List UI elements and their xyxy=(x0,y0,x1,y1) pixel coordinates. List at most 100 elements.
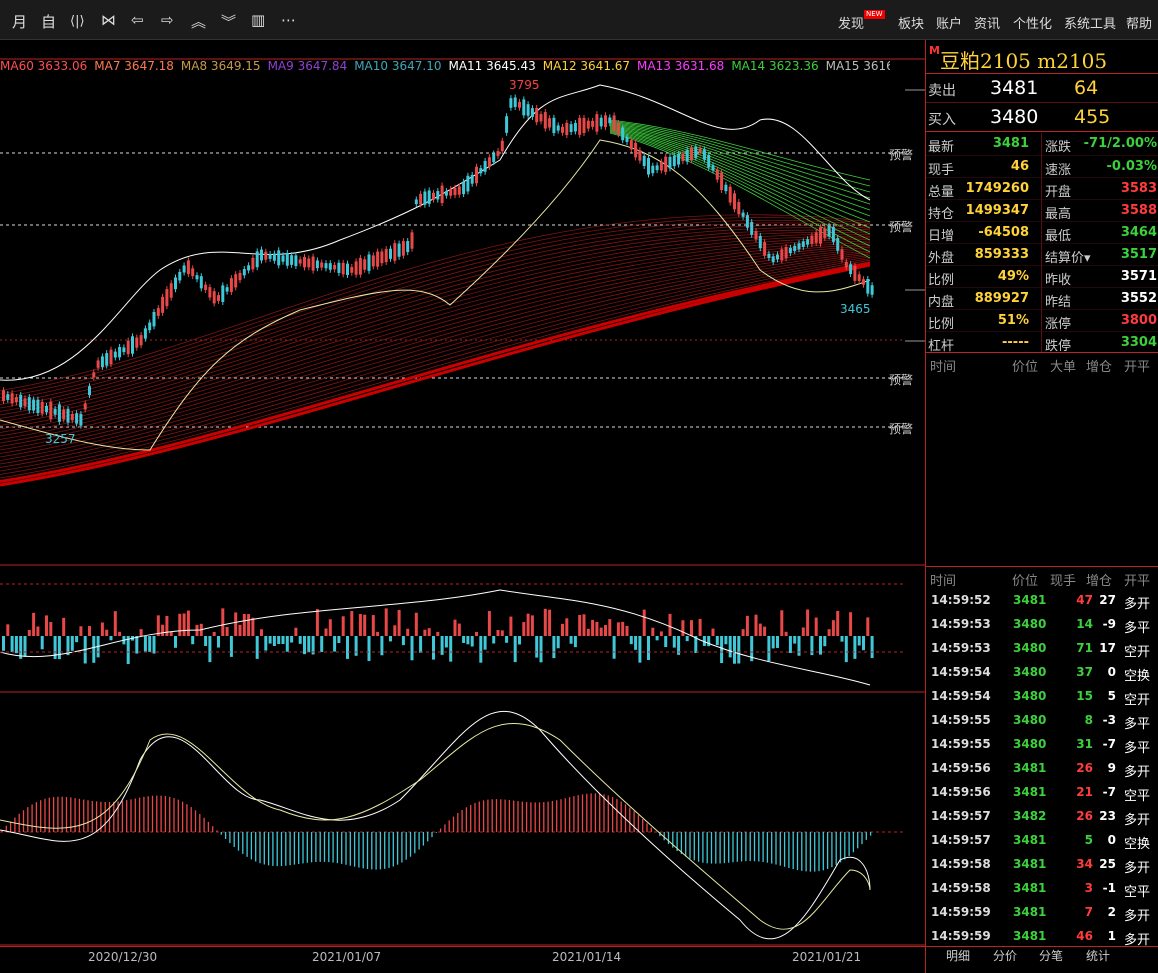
menu-help[interactable]: 帮助 xyxy=(1126,17,1153,32)
tab-trades[interactable]: 分笔 xyxy=(1039,949,1064,963)
stat-value: 49% xyxy=(997,269,1029,284)
tick-row[interactable]: 14:59:53 3480 14 -9 多平 xyxy=(926,612,1158,636)
candle xyxy=(393,243,397,261)
tick-row[interactable]: 14:59:55 3480 8 -3 多平 xyxy=(926,708,1158,732)
tick-row[interactable]: 14:59:59 3481 46 1 多开 xyxy=(926,924,1158,948)
warning-label[interactable]: 预警 xyxy=(889,422,914,436)
contract-title[interactable]: M 豆粕2105 m2105 xyxy=(926,40,1158,74)
volume-bar xyxy=(169,631,173,636)
stat-value: 3481 xyxy=(992,136,1029,151)
candle xyxy=(681,153,685,162)
volume-bar xyxy=(526,613,530,636)
menu-discover[interactable]: 发现 NEW xyxy=(838,10,885,32)
tick-row[interactable]: 14:59:54 3480 15 5 空开 xyxy=(926,684,1158,708)
tab-price[interactable]: 分价 xyxy=(993,949,1018,963)
ticks-header: 时间 价位 现手 增仓 开平 xyxy=(926,566,1158,589)
tick-price: 3481 xyxy=(1013,857,1047,871)
candle xyxy=(242,269,246,276)
ma-legend-item: MA15 3616.90 xyxy=(825,59,890,73)
volume-bar xyxy=(462,636,466,643)
tick-price: 3480 xyxy=(1013,665,1047,679)
warning-label[interactable]: 预警 xyxy=(889,373,914,387)
menu-account[interactable]: 账户 xyxy=(936,17,963,32)
candle xyxy=(341,262,345,275)
menu-news[interactable]: 资讯 xyxy=(974,17,1001,32)
ma-line xyxy=(0,261,871,483)
header-type: 开平 xyxy=(1124,574,1151,589)
kline-chart[interactable] xyxy=(0,40,925,946)
volume-bar xyxy=(616,622,620,636)
tick-row[interactable]: 14:59:58 3481 3 -1 空平 xyxy=(926,876,1158,900)
candle xyxy=(389,248,392,259)
candle xyxy=(801,241,805,247)
volume-bar xyxy=(380,636,384,656)
candle xyxy=(599,117,603,127)
volume-bar xyxy=(251,617,255,636)
tick-row[interactable]: 14:59:55 3480 31 -7 多平 xyxy=(926,732,1158,756)
tick-row[interactable]: 14:59:56 3481 26 9 多开 xyxy=(926,756,1158,780)
candle xyxy=(595,114,599,132)
candle xyxy=(36,399,40,414)
menu-sector[interactable]: 板块 xyxy=(898,17,925,32)
zoom-out-button[interactable]: ⋈ xyxy=(101,11,116,29)
tick-price: 3480 xyxy=(1013,617,1047,631)
day-period-button[interactable]: 自 xyxy=(41,13,57,31)
tick-row[interactable]: 14:59:52 3481 47 27 多开 xyxy=(926,588,1158,612)
candle xyxy=(479,168,483,174)
volume-bar xyxy=(397,609,401,636)
candle xyxy=(750,221,754,235)
volume-bar xyxy=(277,636,281,644)
move-right-button[interactable]: ⇨ xyxy=(161,11,174,29)
tick-row[interactable]: 14:59:59 3481 7 2 多开 xyxy=(926,900,1158,924)
candle xyxy=(32,399,36,411)
up-button[interactable]: ︽ xyxy=(191,13,207,31)
tick-row[interactable]: 14:59:57 3482 26 23 多开 xyxy=(926,804,1158,828)
candle xyxy=(49,401,53,419)
candle xyxy=(238,272,242,281)
zoom-in-button[interactable]: ⟨|⟩ xyxy=(70,14,85,29)
quote-stat-row: 比例 51% 涨停 3800 xyxy=(926,309,1158,332)
macd-dea xyxy=(0,722,871,930)
candle xyxy=(333,264,337,270)
move-left-button[interactable]: ⇦ xyxy=(131,11,144,29)
tab-detail[interactable]: 明细 xyxy=(946,949,971,963)
tick-row[interactable]: 14:59:57 3481 5 0 空换 xyxy=(926,828,1158,852)
bid-row[interactable]: 买入 3480 455 xyxy=(926,103,1158,132)
tick-qty: 15 xyxy=(1076,689,1093,703)
candle xyxy=(122,347,126,353)
tick-row[interactable]: 14:59:58 3481 34 25 多开 xyxy=(926,852,1158,876)
month-period-button[interactable]: 月 xyxy=(12,13,28,31)
candle xyxy=(513,97,517,107)
tick-row[interactable]: 14:59:53 3480 71 17 空开 xyxy=(926,636,1158,660)
tick-row[interactable]: 14:59:56 3481 21 -7 空平 xyxy=(926,780,1158,804)
tab-stats[interactable]: 统计 xyxy=(1086,949,1111,963)
candle xyxy=(131,336,134,354)
ma-line xyxy=(609,129,871,241)
candle xyxy=(225,287,229,292)
volume-bar xyxy=(582,614,586,636)
volume-bar xyxy=(724,636,728,645)
menu-system-tools[interactable]: 系统工具 xyxy=(1064,17,1117,32)
ask-row[interactable]: 卖出 3481 64 xyxy=(926,74,1158,103)
menu-personal[interactable]: 个性化 xyxy=(1013,17,1053,32)
candle xyxy=(578,117,582,135)
warning-label[interactable]: 预警 xyxy=(889,220,914,234)
tick-row[interactable]: 14:59:54 3480 37 0 空换 xyxy=(926,660,1158,684)
candle xyxy=(53,408,57,415)
layout-button[interactable]: ▥ xyxy=(251,11,266,29)
warning-label[interactable]: 预警 xyxy=(889,148,914,162)
volume-bar xyxy=(182,613,186,636)
tick-time: 14:59:58 xyxy=(931,881,991,895)
candle xyxy=(62,409,66,420)
tick-type: 多开 xyxy=(1124,861,1151,876)
candle xyxy=(509,98,513,108)
candle xyxy=(92,372,96,378)
candle xyxy=(234,274,238,288)
down-button[interactable]: ︾ xyxy=(221,13,237,31)
ma-line xyxy=(609,123,871,205)
candle xyxy=(260,249,263,261)
volume-bar xyxy=(470,636,474,647)
more-button[interactable]: ⋯ xyxy=(281,11,296,29)
volume-bar xyxy=(229,636,233,657)
tick-chg: 2 xyxy=(1107,905,1116,919)
